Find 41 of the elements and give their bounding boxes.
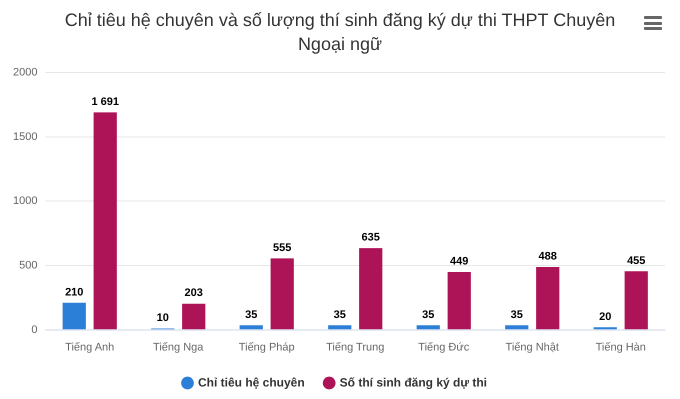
y-tick-label: 1500 (12, 130, 38, 143)
legend-label: Chỉ tiêu hệ chuyên (198, 375, 305, 390)
bar (240, 325, 263, 330)
bar (448, 272, 471, 330)
data-label: 210 (65, 286, 84, 298)
y-tick-label: 1000 (12, 195, 38, 208)
legend-label: Số thí sinh đăng ký dự thi (340, 375, 488, 390)
bar (624, 271, 648, 330)
x-tick-label: Tiếng Pháp (238, 341, 295, 354)
x-tick-label: Tiếng Nga (153, 341, 204, 354)
data-label: 35 (245, 308, 258, 321)
data-label: 455 (627, 254, 646, 267)
chart-title: Chỉ tiêu hệ chuyên và số lượng thí sinh đăng ký dự thi THPT Chuyên Ngoại ngữ (64, 9, 616, 56)
bar (94, 112, 117, 330)
data-label: 35 (510, 308, 523, 321)
x-tick-label: Tiếng Đức (418, 341, 470, 354)
data-label: 635 (362, 232, 380, 244)
bar (182, 304, 206, 330)
x-tick-label: Tiếng Hàn (596, 341, 646, 354)
data-label: 35 (334, 308, 346, 321)
data-label: 20 (599, 310, 612, 323)
bar (416, 325, 440, 330)
bar (359, 248, 382, 330)
data-label: 555 (273, 242, 292, 254)
data-label: 488 (538, 250, 557, 263)
x-tick-label: Tiếng Anh (65, 341, 114, 354)
data-label: 10 (156, 312, 169, 324)
x-tick-label: Tiếng Trung (326, 341, 384, 354)
data-label: 1 691 (91, 96, 119, 108)
bar (505, 325, 528, 330)
bar (62, 302, 86, 330)
data-label: 35 (422, 308, 434, 321)
data-label: 449 (450, 256, 468, 268)
bar (536, 267, 560, 330)
y-tick-label: 500 (19, 260, 38, 272)
y-tick-label: 2000 (12, 66, 38, 79)
bar (270, 258, 294, 330)
bar (328, 325, 352, 330)
data-label: 203 (184, 287, 203, 300)
y-tick-label: 0 (31, 324, 38, 336)
x-tick-label: Tiếng Nhật (506, 341, 559, 354)
